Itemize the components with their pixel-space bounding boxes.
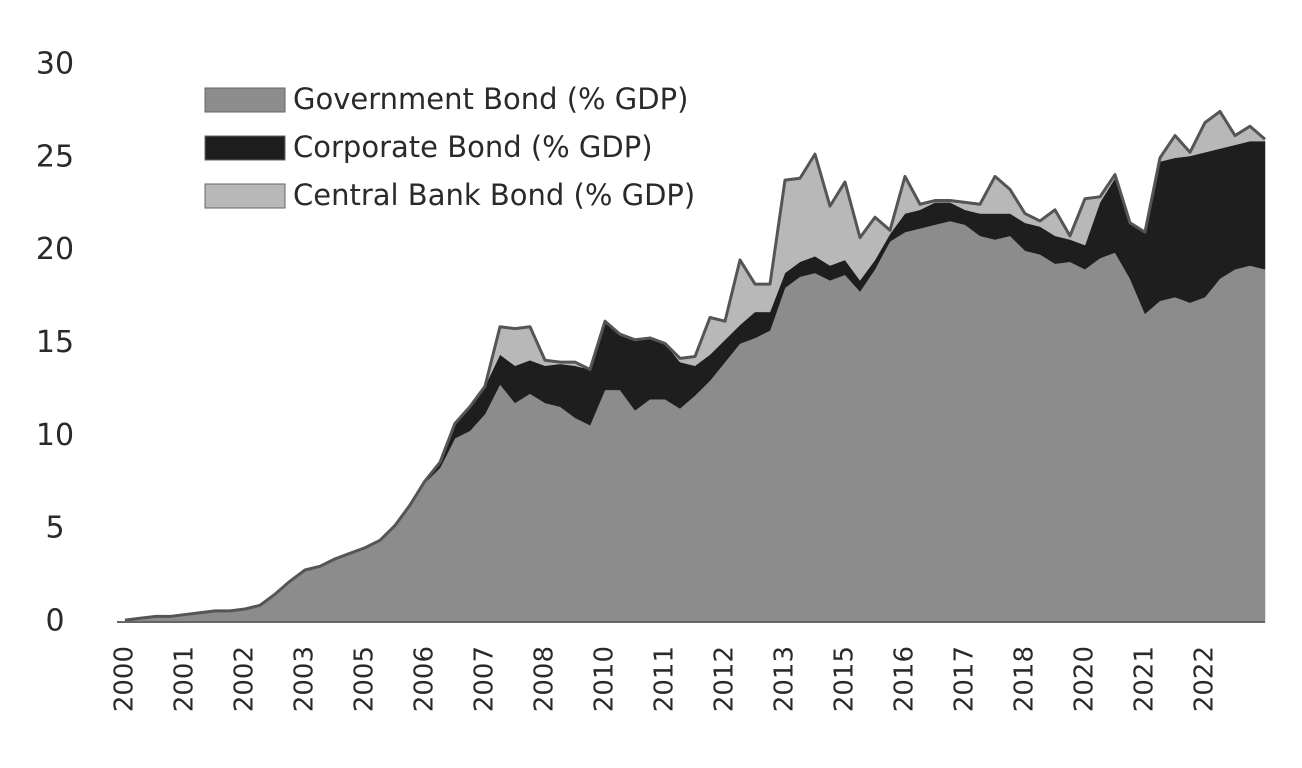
y-tick-label: 5 [45,511,64,546]
x-tick-label: 2016 [890,646,920,712]
x-tick-label: 2015 [830,646,860,712]
top-outline [124,109,1266,622]
legend-label: Government Bond (% GDP) [293,82,688,116]
x-tick-label: 2005 [350,646,380,712]
x-tick-label: 2022 [1190,646,1220,712]
y-tick-label: 20 [36,232,74,267]
x-tick-label: 2003 [290,646,320,712]
x-tick-label: 2000 [110,646,140,712]
x-tick-label: 2001 [170,646,200,712]
y-tick-label: 0 [45,604,64,639]
x-tick-label: 2002 [230,646,260,712]
y-tick-label: 30 [36,47,74,82]
x-tick-label: 2020 [1070,646,1100,712]
legend: Government Bond (% GDP) Corporate Bond (%… [204,82,695,212]
x-tick-label: 2010 [590,646,620,712]
y-tick-label: 10 [36,418,74,453]
legend-swatch [204,183,286,209]
x-tick-label: 2013 [770,646,800,712]
y-tick-label: 25 [36,139,74,174]
x-tick-label: 2018 [1010,646,1040,712]
x-tick-label: 2008 [530,646,560,712]
x-tick-label: 2007 [470,646,500,712]
y-tick-label: 15 [36,325,74,360]
legend-swatch [204,135,286,161]
area [124,220,1266,623]
x-tick-label: 2017 [950,646,980,712]
plot-area: 0 5 10 15 20 25 30 2000 2001 2002 2003 2005 2006 2007… [36,47,1266,712]
x-tick-label: 2021 [1130,646,1160,712]
legend-label: Corporate Bond (% GDP) [293,130,653,164]
x-tick-label: 2012 [710,646,740,712]
x-tick-label: 2006 [410,646,440,712]
legend-swatch [204,87,286,113]
legend-label: Central Bank Bond (% GDP) [293,178,695,212]
x-tick-label: 2011 [650,646,680,712]
